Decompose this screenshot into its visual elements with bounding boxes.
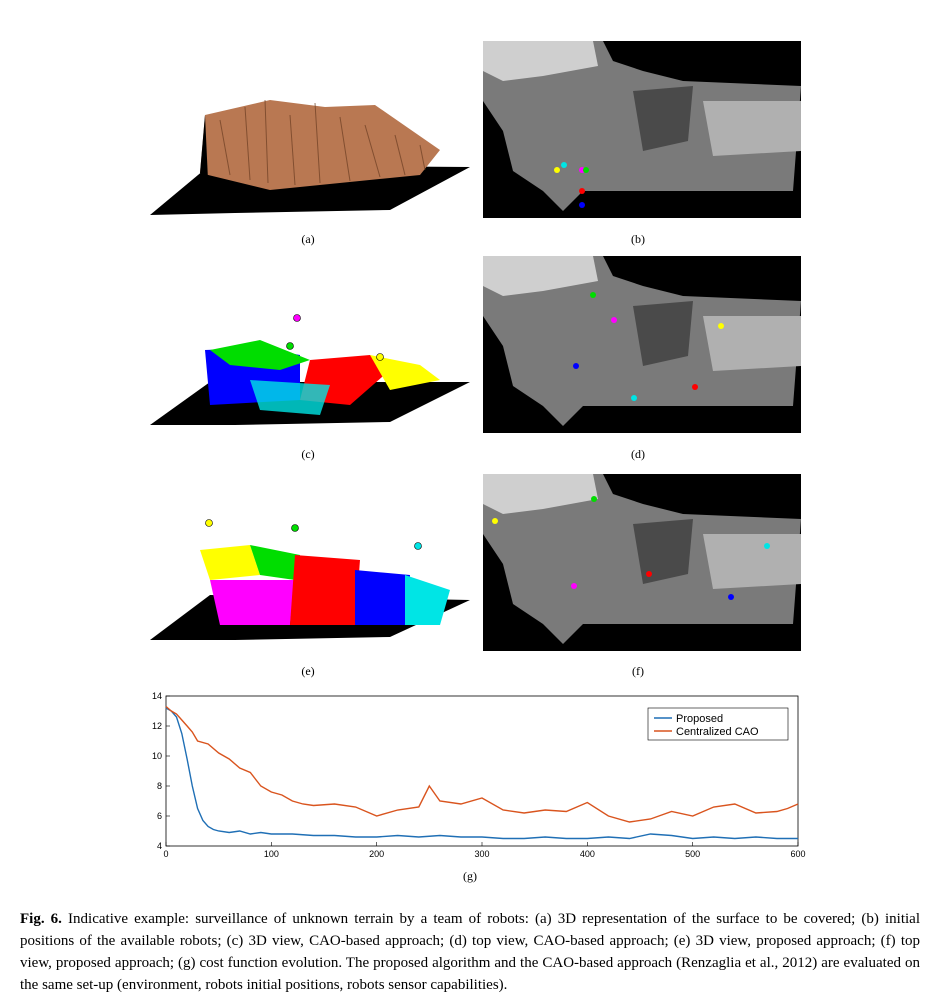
- robot-green-marker: [583, 167, 589, 173]
- robot-magenta-marker: [571, 583, 577, 589]
- robot-yellow-marker: [554, 167, 560, 173]
- robot-magenta-marker: [579, 167, 585, 173]
- panel-f-label: (f): [632, 664, 644, 678]
- legend-box: [647, 707, 789, 741]
- robot-yellow-marker: [492, 518, 498, 524]
- terrain-3d-panel-c: [150, 314, 470, 425]
- robot-green-3d: [286, 342, 294, 350]
- topview-panel-f: [483, 474, 801, 651]
- panel-e-label: (e): [301, 664, 315, 678]
- robot-cyan-marker: [631, 395, 637, 401]
- panel-b-label: (b): [631, 232, 645, 246]
- terrain-3d-panel-e: [150, 519, 470, 640]
- topview-panel-b: [483, 41, 801, 218]
- robot-blue-marker: [728, 594, 734, 600]
- topview-panel-d: [483, 256, 801, 433]
- y-tick-label: 10: [152, 751, 162, 761]
- robot-yellow-marker: [718, 323, 724, 329]
- figure-caption: Fig. 6. Indicative example: surveillance…: [20, 908, 920, 996]
- panel-a-label: (a): [301, 232, 315, 246]
- robot-blue-marker: [579, 202, 585, 208]
- robot-yellow-3d: [376, 353, 384, 361]
- robot-green-marker: [591, 496, 597, 502]
- y-tick-label: 6: [157, 811, 162, 821]
- robot-yellow-3d: [205, 519, 213, 527]
- robot-blue-marker: [573, 363, 579, 369]
- caption-text: Indicative example: surveillance of unkn…: [20, 911, 920, 993]
- robot-red-marker: [646, 571, 652, 577]
- robot-red-marker: [692, 384, 698, 390]
- y-tick-label: 4: [157, 841, 162, 851]
- x-tick-label: 500: [685, 849, 700, 859]
- legend-label: Centralized CAO: [676, 726, 759, 738]
- cost-function-chart: 0 100 200 300 400 500 600 4 6 8 10 12 14 ProposedCent…: [152, 691, 806, 859]
- y-tick-label: 12: [152, 721, 162, 731]
- robot-cyan-3d: [414, 542, 422, 550]
- panel-g-label: (g): [463, 869, 477, 883]
- robot-red-marker: [579, 188, 585, 194]
- robot-magenta-marker: [611, 317, 617, 323]
- panel-d-label: (d): [631, 447, 645, 461]
- legend-label: Proposed: [676, 713, 723, 725]
- x-tick-label: 400: [580, 849, 595, 859]
- x-tick-label: 0: [163, 849, 168, 859]
- series-line-centralized-cao: [165, 705, 799, 823]
- y-tick-label: 14: [152, 691, 162, 701]
- robot-magenta-3d: [293, 314, 301, 322]
- x-tick-label: 300: [474, 849, 489, 859]
- caption-label: Fig. 6.: [20, 911, 62, 927]
- robot-cyan-marker: [561, 162, 567, 168]
- y-tick-label: 8: [157, 781, 162, 791]
- robot-cyan-marker: [764, 543, 770, 549]
- terrain-3d-panel-a: [150, 99, 470, 215]
- series-line-proposed: [165, 707, 798, 840]
- panel-c-label: (c): [301, 447, 315, 461]
- x-tick-label: 100: [264, 849, 279, 859]
- robot-green-3d: [291, 524, 299, 532]
- robot-green-marker: [590, 292, 596, 298]
- x-tick-label: 600: [790, 849, 805, 859]
- x-tick-label: 200: [369, 849, 384, 859]
